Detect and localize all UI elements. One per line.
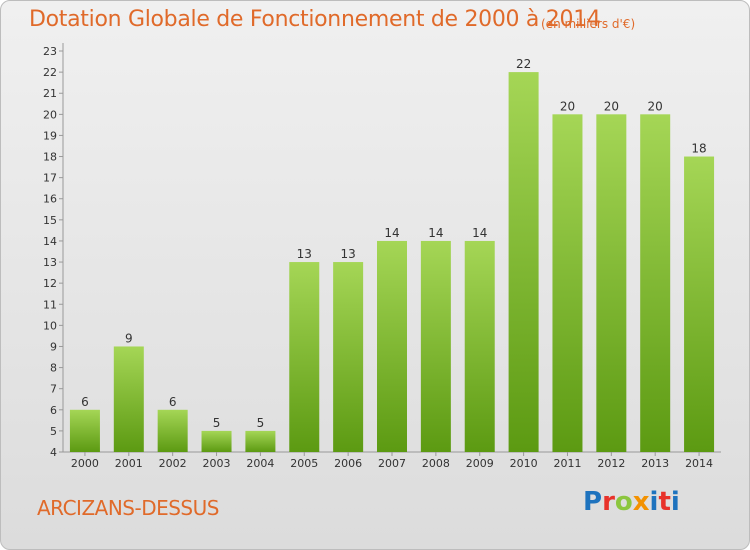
logo-letter: P [583, 487, 603, 517]
logo-letter: t [658, 487, 671, 517]
x-tick-label: 2011 [553, 457, 581, 470]
bar-value-label: 14 [384, 226, 399, 240]
commune-name: ARCIZANS-DESSUS [37, 496, 219, 520]
y-tick-label: 22 [43, 66, 57, 79]
bar-value-label: 6 [81, 395, 89, 409]
bar[interactable] [464, 240, 495, 452]
y-tick-label: 13 [43, 256, 57, 269]
y-tick-label: 9 [50, 340, 57, 353]
y-tick-label: 7 [50, 383, 57, 396]
x-tick-label: 2008 [422, 457, 450, 470]
bar[interactable] [69, 409, 100, 452]
y-tick-label: 10 [43, 319, 57, 332]
x-tick-label: 2001 [115, 457, 143, 470]
bar[interactable] [245, 430, 276, 452]
y-tick-label: 5 [50, 425, 57, 438]
y-tick-label: 19 [43, 129, 57, 142]
bar-chart: 4 5 6 7 8 9 10 11 12 13 14 15 16 17 18 19 20 21 22 23 6 2000… [43, 43, 721, 470]
bar-value-label: 13 [297, 247, 312, 261]
y-tick-label: 18 [43, 151, 57, 164]
x-tick-label: 2007 [378, 457, 406, 470]
y-tick-label: 4 [50, 446, 57, 459]
bar[interactable] [377, 240, 407, 452]
x-tick-label: 2005 [290, 457, 318, 470]
y-tick-label: 14 [43, 235, 57, 248]
y-tick-label: 16 [43, 193, 57, 206]
y-tick-label: 23 [43, 45, 57, 58]
x-tick-label: 2004 [246, 457, 274, 470]
x-tick-label: 2012 [597, 457, 625, 470]
y-tick-label: 12 [43, 277, 57, 290]
x-tick-label: 2014 [685, 457, 713, 470]
bar[interactable] [684, 156, 715, 453]
bar[interactable] [508, 72, 539, 453]
y-tick-label: 15 [43, 214, 57, 227]
bar-value-label: 14 [472, 226, 487, 240]
bar[interactable] [289, 262, 320, 452]
x-tick-label: 2009 [466, 457, 494, 470]
bar[interactable] [640, 114, 671, 452]
bar-value-label: 20 [560, 99, 575, 113]
bar-value-label: 6 [169, 395, 177, 409]
x-tick-label: 2003 [203, 457, 231, 470]
bar[interactable] [333, 262, 364, 452]
y-tick-label: 21 [43, 87, 57, 100]
bar-value-label: 20 [648, 99, 663, 113]
x-tick-label: 2000 [71, 457, 99, 470]
bar-value-label: 5 [257, 416, 265, 430]
logo-letter: i [670, 487, 680, 517]
x-tick-label: 2002 [159, 457, 187, 470]
y-tick-label: 11 [43, 298, 57, 311]
logo-letter: i [649, 487, 659, 517]
y-tick-label: 17 [43, 172, 57, 185]
x-tick-label: 2013 [641, 457, 669, 470]
logo-letter: r [602, 487, 615, 517]
y-tick-label: 20 [43, 108, 57, 121]
y-tick-label: 8 [50, 362, 57, 375]
bar-value-label: 13 [340, 247, 355, 261]
bar[interactable] [420, 240, 451, 452]
bar-value-label: 20 [604, 99, 619, 113]
bar-value-label: 18 [691, 142, 706, 156]
bar[interactable] [113, 346, 144, 452]
bar[interactable] [596, 114, 627, 452]
x-tick-label: 2006 [334, 457, 362, 470]
chart-title: Dotation Globale de Fonctionnement de 20… [29, 7, 601, 32]
bar-value-label: 14 [428, 226, 443, 240]
bar[interactable] [157, 409, 188, 452]
y-tick-label: 6 [50, 404, 57, 417]
logo-letter: x [632, 487, 650, 517]
chart-unit-note: (en milliers d'€) [541, 17, 636, 31]
bar[interactable] [201, 430, 232, 452]
bar-value-label: 22 [516, 57, 531, 71]
bar-value-label: 5 [213, 416, 221, 430]
bar[interactable] [552, 114, 583, 452]
proxiti-logo[interactable]: Proxiti [583, 487, 693, 527]
bar-value-label: 9 [125, 331, 133, 345]
x-tick-label: 2010 [510, 457, 538, 470]
logo-letter: o [614, 487, 633, 517]
